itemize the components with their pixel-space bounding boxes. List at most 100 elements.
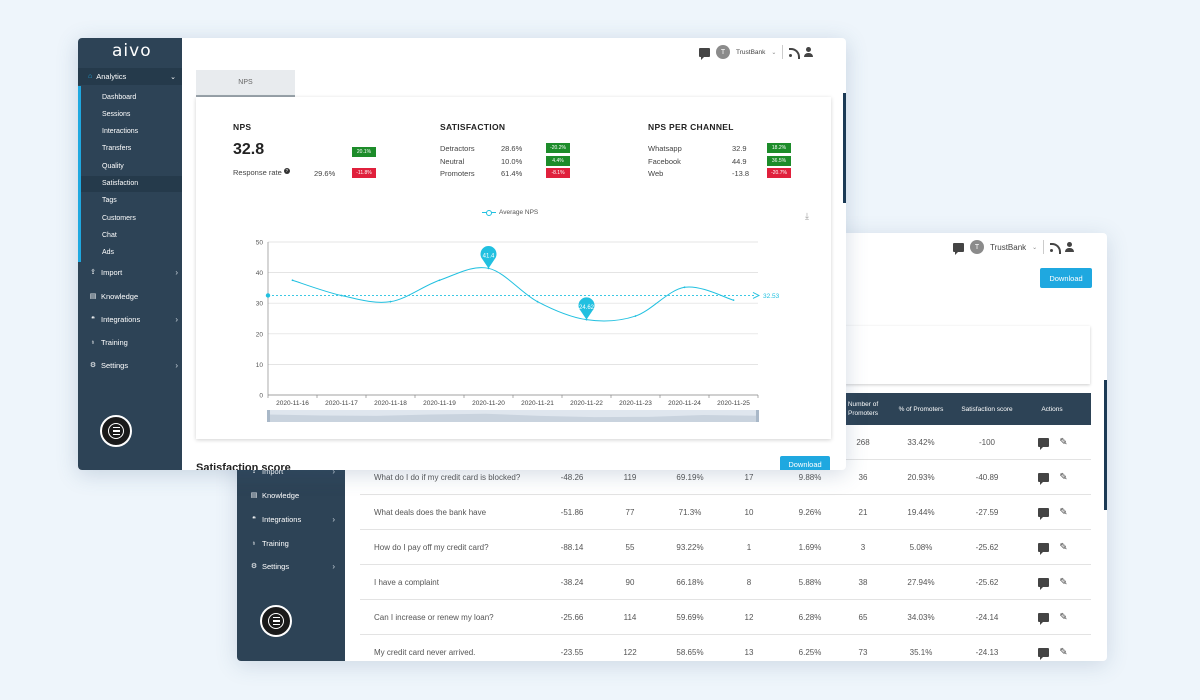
sidebar-subitem-customers[interactable]: Customers	[102, 214, 136, 222]
sidebar-item-knowledge[interactable]: ▤ Knowledge	[88, 288, 178, 304]
table-row[interactable]: What deals does the bank have -51.86 77 …	[360, 495, 1091, 530]
data-point	[683, 286, 686, 289]
download-button[interactable]: Download	[1040, 268, 1092, 288]
comment-icon[interactable]	[1038, 438, 1050, 450]
sidebar-item-settings[interactable]: ⚙ Settings ›	[249, 558, 339, 574]
average-line-start	[265, 293, 271, 298]
y-tick-label: 10	[256, 362, 264, 369]
table-row[interactable]: My credit card never arrived. -23.55 122…	[360, 635, 1091, 661]
avatar[interactable]: T	[716, 45, 730, 59]
sidebar-subitem-quality[interactable]: Quality	[102, 162, 124, 170]
sidebar-item-analytics[interactable]: ⌂ Analytics ⌄	[78, 68, 182, 85]
satisfaction-label: Promoters	[440, 169, 475, 178]
sidebar-subitem-tags[interactable]: Tags	[102, 197, 117, 205]
cell-pct-detractors: 66.18%	[676, 578, 704, 587]
download-chart-icon[interactable]: ⤓	[805, 211, 809, 221]
table-row[interactable]: What do I do if my credit card is blocke…	[360, 460, 1091, 495]
download-button[interactable]: Download	[780, 456, 830, 470]
account-name[interactable]: TrustBank	[736, 48, 766, 56]
avatar[interactable]: T	[970, 240, 984, 254]
cell-pct-promoters: 27.94%	[907, 578, 935, 587]
sidebar-item-integrations[interactable]: ❝ Integrations ›	[88, 311, 178, 327]
sidebar-item-label: Settings	[262, 561, 290, 571]
chevron-down-icon: ⌄	[170, 73, 176, 81]
cell-promoters: 65	[858, 613, 868, 622]
sidebar-subitem-chat[interactable]: Chat	[102, 231, 117, 239]
sidebar-subitem-satisfaction[interactable]: Satisfaction	[81, 175, 182, 192]
sidebar-subitem-ads[interactable]: Ads	[102, 249, 115, 257]
user-icon[interactable]	[1065, 242, 1075, 252]
cell-question[interactable]: I have a complaint	[374, 578, 439, 587]
comment-icon[interactable]	[1038, 508, 1050, 520]
edit-pencil-icon[interactable]: ✎	[1059, 472, 1068, 483]
response-rate-badge: -11.8%	[352, 168, 376, 178]
user-icon[interactable]	[804, 47, 814, 57]
table-row[interactable]: How do I pay off my credit card? -88.14 …	[360, 530, 1091, 565]
comment-icon[interactable]	[1038, 648, 1050, 660]
sidebar-item-settings[interactable]: ⚙ Settings ›	[88, 357, 178, 373]
header: T TrustBank ⌄	[182, 38, 846, 64]
chat-bubbles-icon: ❝	[252, 516, 256, 523]
comment-icon[interactable]	[1038, 473, 1050, 485]
average-line-label: 32.53	[763, 293, 780, 300]
scrollbar[interactable]	[843, 93, 846, 203]
sidebar-item-training[interactable]: ♁ Training	[249, 535, 339, 551]
sidebar-item-knowledge[interactable]: ▤ Knowledge	[249, 487, 339, 503]
cell-pct-neutral: 6.28%	[798, 613, 822, 622]
edit-pencil-icon[interactable]: ✎	[1059, 577, 1068, 588]
cell-score: -27.59	[975, 508, 999, 517]
edit-pencil-icon[interactable]: ✎	[1059, 612, 1068, 623]
zoom-handle-right[interactable]	[756, 410, 759, 422]
nps-window: aivo ⌂ Analytics ⌄ Dashboard Sessions Inte…	[78, 38, 846, 470]
sidebar-item-import[interactable]: ⇪ Import ›	[249, 463, 339, 479]
comment-icon[interactable]	[1038, 543, 1050, 555]
scrollbar[interactable]	[1104, 380, 1107, 510]
rss-icon[interactable]	[1050, 242, 1062, 254]
min-marker-label: 24.62	[579, 305, 595, 311]
chevron-down-icon[interactable]: ⌄	[1032, 244, 1038, 251]
sidebar-subitem-sessions[interactable]: Sessions	[102, 110, 131, 118]
cell-pct-promoters: 5.08%	[909, 543, 933, 552]
x-tick-label: 2020-11-21	[521, 400, 554, 407]
help-icon[interactable]: ?	[283, 168, 290, 174]
tab-nps[interactable]: NPS	[196, 70, 295, 97]
sidebar-subitem-transfers[interactable]: Transfers	[102, 145, 132, 153]
sidebar-subitem-dashboard[interactable]: Dashboard	[102, 93, 137, 101]
response-rate-label: Response rate ?	[233, 168, 290, 177]
cell-question[interactable]: What deals does the bank have	[374, 508, 487, 517]
cell-neutral: 13	[744, 648, 754, 657]
chart-legend[interactable]: Average NPS	[482, 209, 538, 216]
edit-pencil-icon[interactable]: ✎	[1059, 507, 1068, 518]
sidebar-subitem-interactions[interactable]: Interactions	[102, 128, 139, 136]
cell-pct-neutral: 6.25%	[798, 648, 822, 657]
sidebar-item-integrations[interactable]: ❝ Integrations ›	[249, 511, 339, 527]
cell-pct-promoters: 35.1%	[909, 648, 933, 657]
sidebar-item-training[interactable]: ♁ Training	[88, 334, 178, 350]
cell-question[interactable]: My credit card never arrived.	[374, 648, 476, 657]
edit-pencil-icon[interactable]: ✎	[1059, 647, 1068, 658]
table-row[interactable]: Can I increase or renew my loan? -25.66 …	[360, 600, 1091, 635]
messages-icon[interactable]	[699, 47, 710, 60]
zoom-slider-preview[interactable]	[268, 413, 758, 422]
chat-widget-button[interactable]	[260, 605, 292, 637]
chat-widget-button[interactable]	[100, 415, 132, 447]
sidebar-item-import[interactable]: ⇪ Import ›	[88, 264, 178, 280]
table-row[interactable]: I have a complaint -38.24 90 66.18% 8 5.…	[360, 565, 1091, 600]
nps_per_channel-label: Web	[648, 169, 664, 178]
th-satisfaction-score: Satisfaction score	[961, 405, 1013, 413]
account-name[interactable]: TrustBank	[990, 242, 1027, 252]
comment-icon[interactable]	[1038, 578, 1050, 590]
edit-pencil-icon[interactable]: ✎	[1059, 542, 1068, 553]
rss-icon[interactable]	[789, 47, 801, 59]
cell-question[interactable]: What do I do if my credit card is blocke…	[374, 473, 521, 482]
zoom-handle-left[interactable]	[267, 410, 270, 422]
section-title: Satisfaction score	[196, 462, 291, 470]
messages-icon[interactable]	[953, 242, 964, 255]
cell-question[interactable]: How do I pay off my credit card?	[374, 543, 489, 552]
edit-pencil-icon[interactable]: ✎	[1059, 437, 1068, 448]
chevron-down-icon[interactable]: ⌄	[771, 49, 777, 56]
comment-icon[interactable]	[1038, 613, 1050, 625]
sidebar-item-label: Training	[262, 538, 289, 548]
cell-question[interactable]: Can I increase or renew my loan?	[374, 613, 494, 622]
satisfaction-change-badge: -8.1%	[546, 168, 570, 178]
